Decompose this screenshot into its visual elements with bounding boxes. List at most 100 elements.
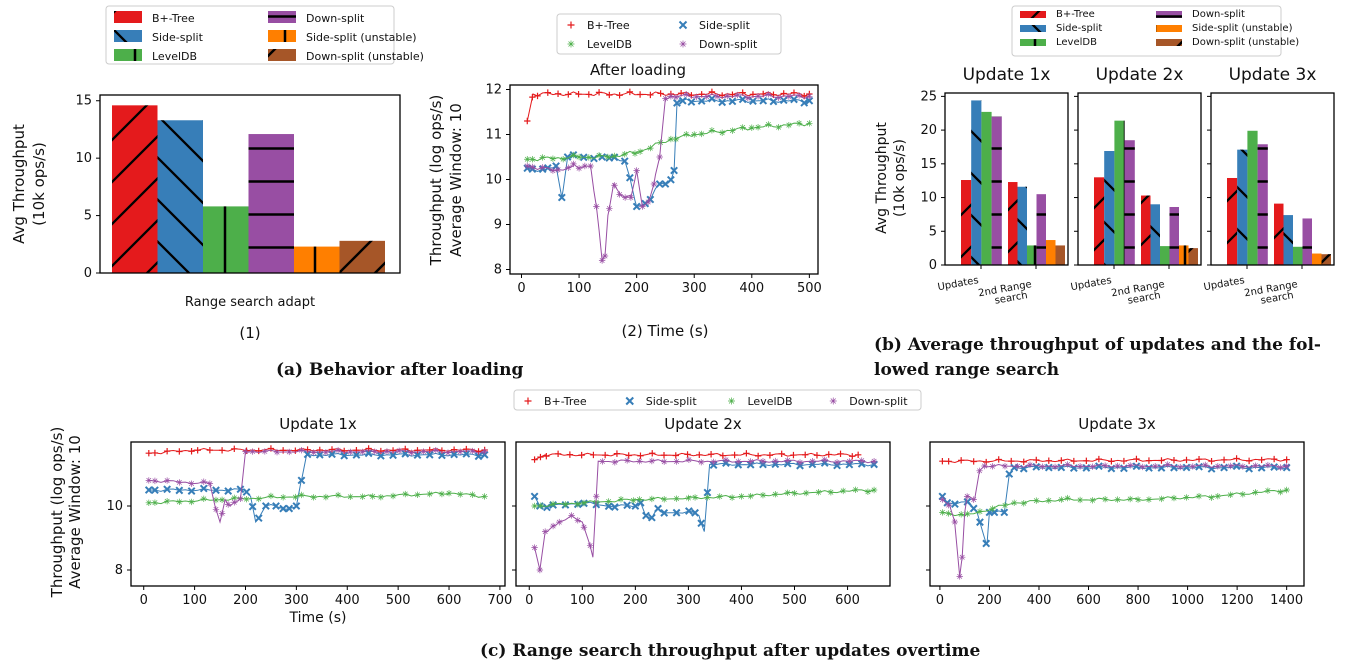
axes-frame bbox=[99, 94, 401, 274]
star-marker bbox=[648, 457, 656, 465]
star-marker bbox=[549, 522, 557, 530]
plus-marker bbox=[145, 450, 153, 457]
caption-c: (c) Range search throughput after update… bbox=[480, 641, 981, 661]
star-marker bbox=[1158, 495, 1165, 503]
star-marker bbox=[621, 194, 629, 201]
star-marker bbox=[1139, 463, 1146, 471]
plus-marker bbox=[854, 451, 862, 458]
star-marker bbox=[1277, 488, 1284, 496]
y-axis-label: Throughput (log ops/s) bbox=[427, 95, 445, 267]
bar-hatch-side bbox=[1017, 186, 1027, 265]
x-marker bbox=[623, 501, 632, 510]
star-marker bbox=[951, 518, 958, 526]
star-marker bbox=[729, 127, 736, 134]
x-tick-label: 700 bbox=[487, 593, 512, 608]
x-tick-label: 800 bbox=[1126, 593, 1151, 608]
star-marker bbox=[549, 167, 557, 174]
series-line-down bbox=[534, 459, 875, 571]
plus-marker bbox=[684, 451, 691, 458]
x-marker bbox=[315, 450, 324, 459]
plus-marker bbox=[194, 447, 201, 454]
star-marker bbox=[698, 458, 705, 466]
plus-marker bbox=[304, 446, 311, 453]
star-marker bbox=[408, 449, 415, 457]
star-marker bbox=[598, 257, 606, 264]
star-marker bbox=[369, 493, 376, 500]
x-marker bbox=[557, 193, 566, 202]
star-marker bbox=[537, 502, 544, 509]
x-marker bbox=[632, 202, 641, 211]
star-marker bbox=[939, 509, 946, 516]
star-marker bbox=[815, 489, 822, 496]
x-marker bbox=[655, 180, 664, 188]
star-marker bbox=[958, 554, 966, 561]
plus-marker bbox=[206, 446, 214, 454]
x-marker bbox=[749, 97, 757, 106]
star-marker bbox=[389, 492, 397, 500]
star-marker bbox=[718, 129, 726, 136]
plus-marker bbox=[1208, 458, 1215, 465]
series-line-side bbox=[527, 98, 810, 208]
star-marker bbox=[1101, 462, 1109, 469]
star-marker bbox=[562, 501, 569, 508]
star-marker bbox=[806, 93, 813, 100]
x-marker bbox=[530, 492, 539, 501]
bar-hatch-side bbox=[1237, 149, 1248, 265]
star-marker bbox=[630, 497, 637, 504]
star-marker bbox=[989, 505, 996, 512]
star-marker bbox=[785, 93, 793, 100]
x-marker bbox=[759, 96, 768, 105]
star-marker bbox=[981, 462, 988, 470]
star-marker bbox=[648, 495, 656, 503]
star-marker bbox=[1076, 463, 1084, 470]
plus-marker bbox=[657, 90, 664, 97]
y-axis-label: Avg Throughput bbox=[10, 124, 28, 244]
star-marker bbox=[734, 91, 741, 99]
legend-label: Side-split bbox=[1056, 23, 1102, 34]
x-axis-label: Time (s) bbox=[289, 610, 347, 626]
star-marker bbox=[273, 448, 281, 456]
plus-marker bbox=[1108, 458, 1115, 465]
star-marker bbox=[267, 492, 275, 500]
plus-marker bbox=[537, 453, 544, 461]
panel-title: Update 2x bbox=[1096, 65, 1184, 85]
x-tick-label: 1200 bbox=[1221, 593, 1254, 608]
star-marker bbox=[395, 447, 403, 454]
x-marker bbox=[376, 451, 385, 460]
x-marker bbox=[709, 461, 718, 470]
star-marker bbox=[667, 93, 675, 100]
x-marker bbox=[1220, 463, 1228, 472]
star-marker bbox=[784, 489, 791, 496]
x-marker bbox=[673, 99, 681, 107]
y-tick-label: 8 bbox=[494, 263, 502, 278]
star-marker bbox=[1283, 486, 1290, 494]
x-marker bbox=[691, 508, 699, 517]
x-marker bbox=[1082, 464, 1091, 472]
bar-hatch-btree bbox=[112, 105, 158, 274]
bar-hatch-btree bbox=[1227, 177, 1238, 265]
bar-hatch-downu bbox=[339, 240, 385, 273]
star-marker bbox=[445, 490, 453, 497]
plus-marker bbox=[566, 451, 574, 458]
plus-marker bbox=[1058, 457, 1065, 464]
star-marker bbox=[1227, 462, 1234, 470]
star-marker bbox=[524, 156, 531, 163]
star-marker bbox=[347, 448, 354, 456]
plus-marker bbox=[534, 92, 541, 100]
star-marker bbox=[568, 512, 575, 519]
bar-hatch-leveldb bbox=[1027, 245, 1037, 265]
plus-marker bbox=[1258, 456, 1265, 464]
x-marker bbox=[425, 450, 434, 459]
plus-marker bbox=[1283, 456, 1290, 463]
plus-marker bbox=[328, 446, 336, 453]
x-tick-label: 1400 bbox=[1270, 593, 1303, 608]
plus-marker bbox=[231, 445, 238, 453]
y-axis-label-2: Average Window: 10 bbox=[66, 435, 84, 589]
panel-title: Update 3x bbox=[1078, 415, 1156, 433]
plus-marker bbox=[279, 447, 287, 454]
star-marker bbox=[989, 463, 996, 470]
plus-marker bbox=[696, 451, 703, 458]
star-marker bbox=[724, 92, 731, 100]
x-tick-label: 1000 bbox=[1171, 593, 1204, 608]
plus-marker bbox=[426, 446, 433, 454]
